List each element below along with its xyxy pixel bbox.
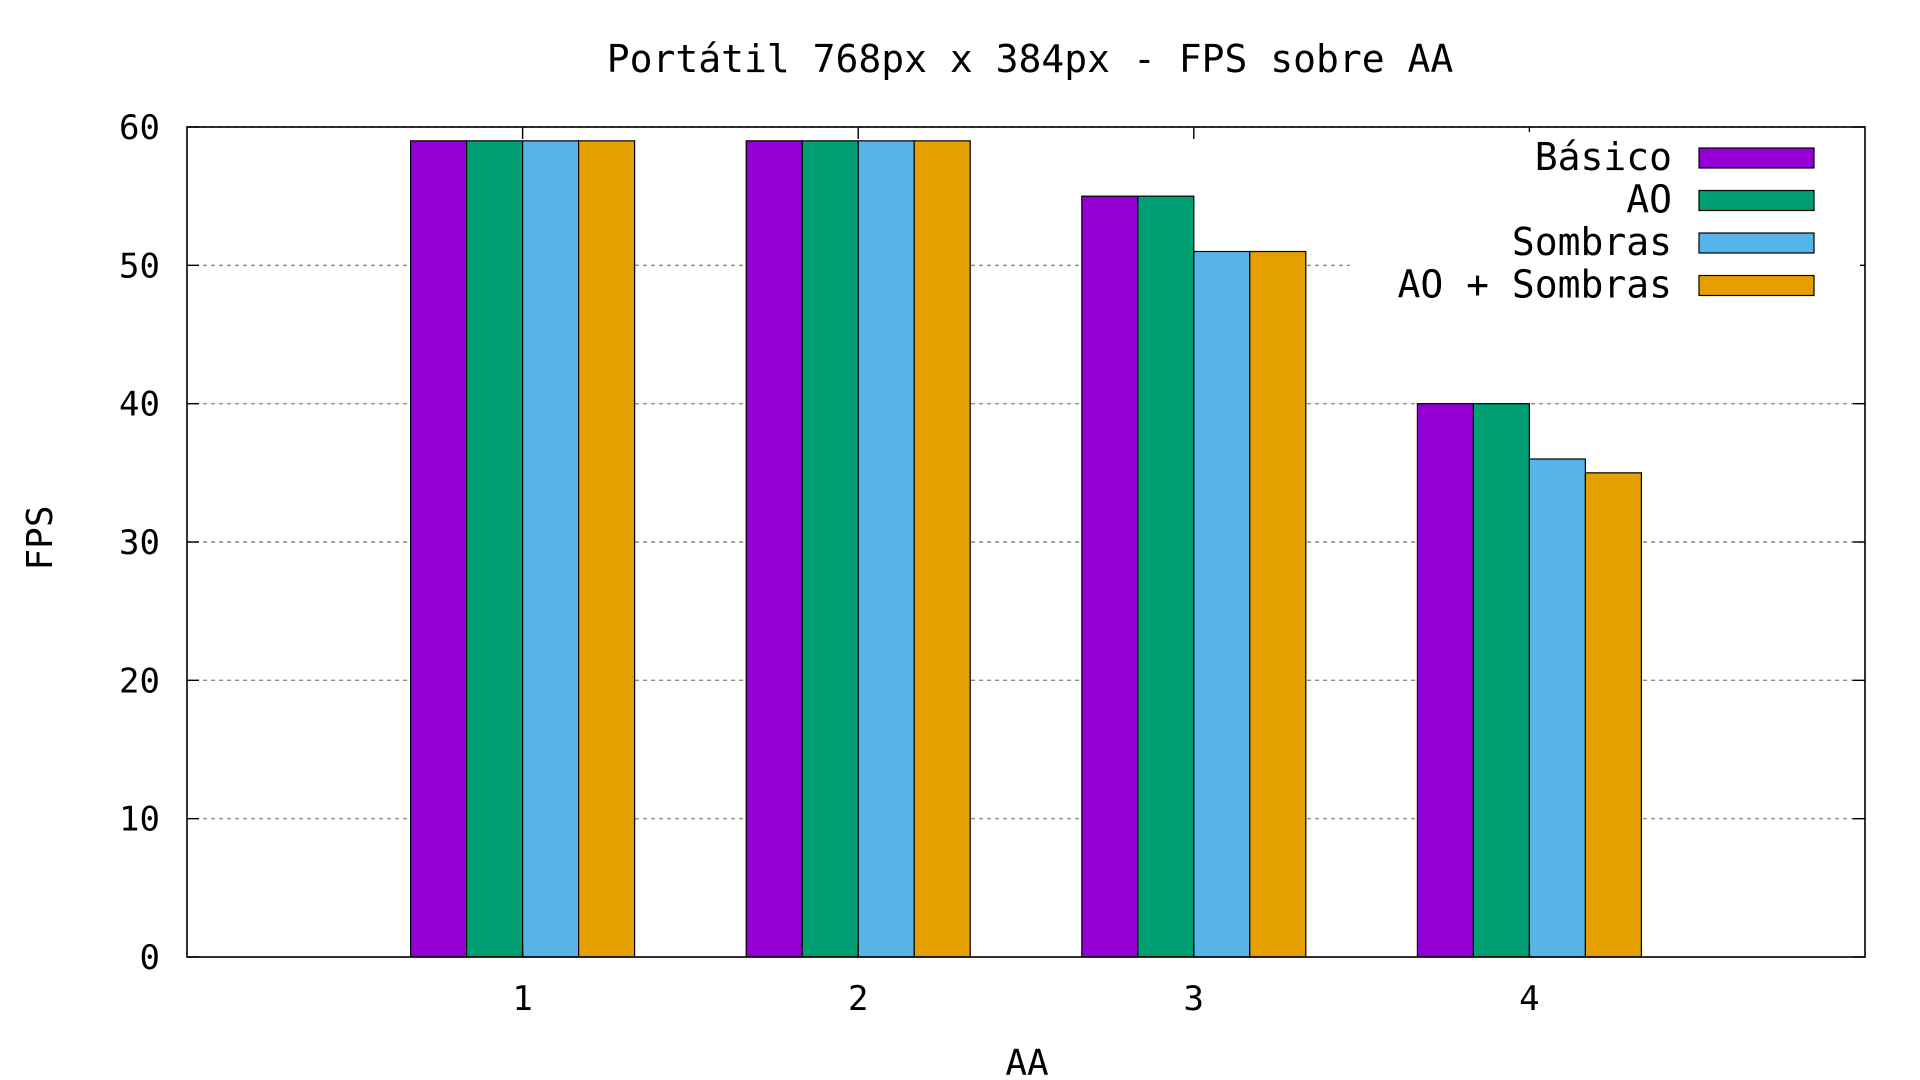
x-tick-label: 4 [1519,979,1539,1019]
y-tick-label: 50 [119,246,160,286]
bar [745,140,803,958]
legend-label: AO + Sombras [1397,263,1672,307]
x-axis-label: AA [1005,1043,1049,1080]
x-tick-label: 2 [848,979,868,1019]
bar [857,140,915,958]
x-tick-label: 1 [512,979,532,1019]
x-tick-labels: 1 2 3 4 [512,979,1539,1019]
legend-swatch [1698,189,1815,212]
bar [1137,195,1195,958]
legend-swatch [1698,232,1815,254]
bar [1584,472,1643,958]
legend-label: Sombras [1512,220,1672,264]
bar [913,140,971,958]
bar [466,140,524,958]
legend-swatch [1698,147,1815,169]
x-tick-label: 3 [1184,979,1204,1019]
y-tick-label: 0 [140,938,160,978]
bar [577,140,636,958]
y-tick-label: 40 [119,385,160,425]
bar [1081,195,1139,958]
bar [521,140,580,958]
y-tick-label: 30 [119,523,160,563]
bar [801,140,859,958]
bar [1528,458,1587,958]
y-tick-label: 20 [119,661,160,701]
bar [1249,250,1307,958]
legend-swatch [1698,274,1815,297]
bar [1193,250,1251,958]
legend-label: AO [1626,178,1672,222]
y-tick-label: 10 [119,800,160,840]
chart-title: Portátil 768px x 384px - FPS sobre AA [607,37,1454,81]
bars [410,140,1643,958]
bar [1472,403,1531,958]
legend-label: Básico [1535,135,1672,179]
y-tick-label: 60 [119,108,160,148]
y-tick-labels: 0 10 20 30 40 50 60 [119,108,160,978]
bar [1416,403,1475,958]
y-axis-label: FPS [20,505,61,570]
bar [410,140,468,958]
